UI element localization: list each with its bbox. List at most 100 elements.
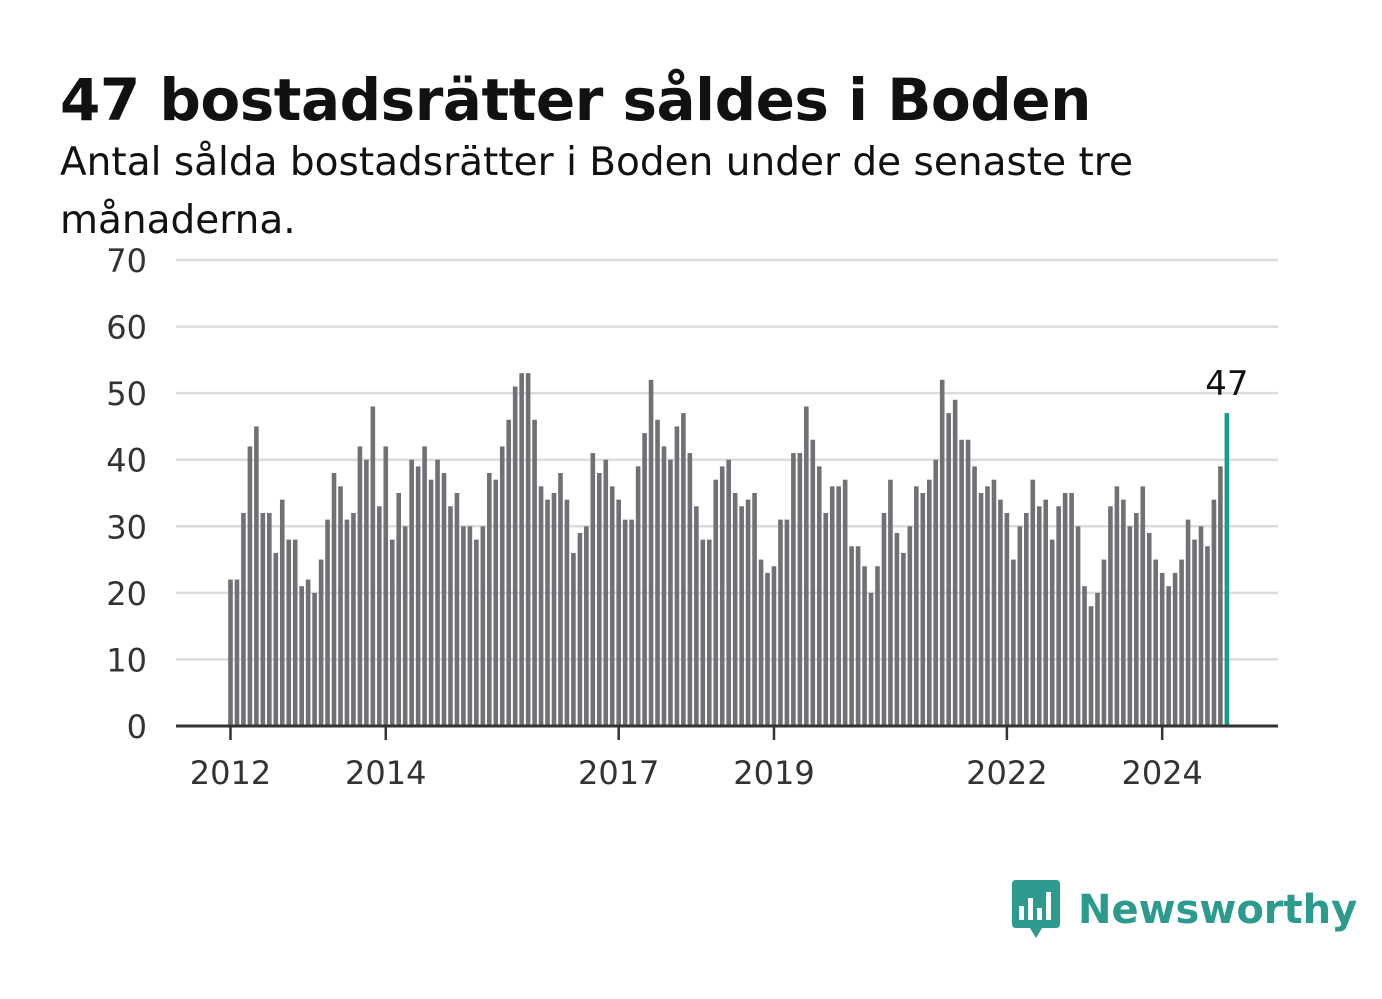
bar: [752, 493, 757, 726]
bar: [389, 539, 395, 726]
bar: [836, 486, 841, 726]
bar: [609, 486, 615, 726]
bar: [998, 499, 1003, 726]
bar: [842, 479, 848, 726]
bar: [409, 459, 414, 726]
bar: [519, 373, 524, 726]
bar: [985, 486, 990, 726]
bar: [674, 426, 680, 726]
bar: [894, 532, 900, 726]
bar: [907, 526, 913, 726]
bar: [1036, 506, 1042, 726]
bar: [551, 493, 557, 726]
bar: [797, 453, 803, 726]
bar: [299, 586, 304, 726]
bar: [1205, 546, 1210, 726]
bar: [791, 453, 796, 726]
bar: [726, 459, 731, 726]
bar: [1030, 479, 1036, 726]
bar: [1114, 486, 1120, 726]
bar: [292, 539, 298, 726]
bar: [1088, 606, 1094, 726]
bar: [273, 552, 279, 726]
bar: [441, 473, 447, 726]
bar: [1017, 526, 1023, 726]
bar: [1062, 493, 1068, 726]
bar: [901, 552, 906, 726]
bar: [577, 532, 583, 726]
bar: [234, 579, 240, 726]
bar: [564, 499, 570, 726]
bar: [1082, 586, 1087, 726]
bar: [771, 566, 777, 726]
bar: [1198, 526, 1204, 726]
bar: [545, 499, 550, 726]
bar: [1134, 512, 1139, 726]
bar: [1011, 559, 1016, 726]
bar: [778, 519, 783, 726]
logo-bar: [1046, 892, 1051, 920]
bar: [383, 446, 389, 726]
chart-speech-bubble-icon: [1012, 880, 1060, 938]
y-tick-label: 0: [127, 708, 147, 746]
bar: [868, 592, 874, 726]
bar: [622, 519, 628, 726]
bar: [1146, 532, 1152, 726]
bar: [978, 493, 984, 726]
bar: [946, 413, 951, 726]
bar: [461, 526, 466, 726]
bar-chart: 0 10 20 30 40 50 60 70 2012 2014 2017 2019 2022 2024…: [106, 242, 1278, 792]
bar-highlight: [1224, 413, 1230, 726]
bar: [590, 453, 596, 726]
bar: [829, 486, 835, 726]
bar: [1101, 559, 1107, 726]
bar: [713, 479, 719, 726]
bar: [279, 499, 285, 726]
bar: [823, 512, 829, 726]
logo-bar: [1028, 898, 1033, 920]
bar: [1024, 512, 1029, 726]
bar: [338, 486, 343, 726]
bar: [700, 539, 706, 726]
bar: [1127, 526, 1133, 726]
bar: [260, 512, 266, 726]
bar: [668, 459, 673, 726]
y-tick-label: 20: [106, 575, 147, 613]
bar: [706, 539, 712, 726]
bar: [344, 519, 350, 726]
bar: [914, 486, 919, 726]
bar: [370, 406, 376, 726]
bar: [816, 466, 822, 726]
bar: [1075, 526, 1081, 726]
bar: [1166, 586, 1171, 726]
bar: [881, 512, 887, 726]
bar: [972, 466, 977, 726]
bar: [635, 466, 641, 726]
chart-subtitle: Antal sålda bostadsrätter i Boden under …: [60, 140, 1133, 243]
y-tick-label: 50: [106, 375, 147, 413]
bar: [1056, 506, 1061, 726]
bar: [920, 493, 926, 726]
bar: [765, 572, 770, 726]
bar: [448, 506, 453, 726]
x-axis: [176, 724, 1278, 740]
bar: [849, 546, 854, 726]
bar: [305, 579, 311, 726]
y-tick-label: 10: [106, 641, 147, 679]
bar: [228, 579, 233, 726]
bar: [1211, 499, 1217, 726]
bar: [1069, 493, 1074, 726]
bar: [616, 499, 621, 726]
brand-name: Newsworthy: [1078, 887, 1358, 933]
bar: [687, 453, 693, 726]
bar: [681, 413, 686, 726]
bar: [506, 419, 512, 726]
bar: [1218, 466, 1223, 726]
bar: [267, 512, 272, 726]
bar: [784, 519, 790, 726]
bar: [855, 546, 861, 726]
y-tick-label: 70: [106, 242, 147, 280]
bar: [584, 526, 589, 726]
bar: [1172, 572, 1178, 726]
bar: [1179, 559, 1184, 726]
